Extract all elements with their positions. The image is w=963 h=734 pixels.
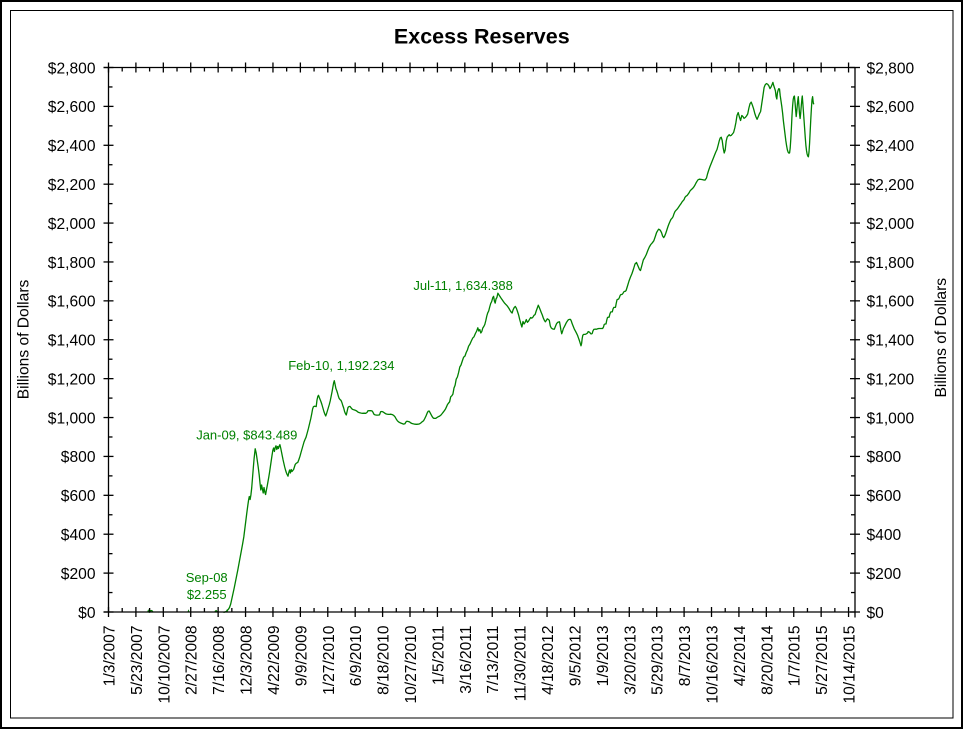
svg-text:$2,400: $2,400	[867, 138, 915, 155]
svg-text:Jan-09, $843.489: Jan-09, $843.489	[196, 427, 297, 442]
svg-text:$1,600: $1,600	[867, 294, 915, 311]
svg-text:6/9/2010: 6/9/2010	[348, 625, 365, 686]
svg-text:1/3/2007: 1/3/2007	[102, 626, 119, 687]
svg-text:$1,400: $1,400	[48, 333, 96, 350]
svg-text:4/22/2009: 4/22/2009	[266, 626, 283, 695]
svg-text:Billions of Dollars: Billions of Dollars	[933, 278, 950, 398]
svg-text:$200: $200	[61, 566, 96, 583]
svg-text:$0: $0	[867, 605, 885, 622]
svg-text:5/27/2015: 5/27/2015	[814, 625, 831, 695]
svg-text:9/5/2012: 9/5/2012	[567, 626, 584, 687]
svg-text:1/5/2011: 1/5/2011	[430, 626, 447, 686]
svg-text:$400: $400	[61, 527, 96, 544]
svg-text:$2,400: $2,400	[48, 138, 96, 155]
svg-text:9/9/2009: 9/9/2009	[293, 626, 310, 687]
svg-text:5/29/2013: 5/29/2013	[650, 626, 667, 695]
svg-text:$1,200: $1,200	[867, 371, 915, 388]
svg-text:1/27/2010: 1/27/2010	[321, 625, 338, 695]
svg-text:7/13/2011: 7/13/2011	[485, 626, 502, 694]
svg-text:$0: $0	[78, 605, 96, 622]
svg-text:$2.255: $2.255	[187, 587, 227, 602]
svg-text:$600: $600	[61, 488, 96, 505]
svg-text:$1,000: $1,000	[867, 410, 915, 427]
svg-text:10/16/2013: 10/16/2013	[705, 626, 722, 704]
svg-text:4/2/2014: 4/2/2014	[732, 625, 749, 686]
svg-text:Billions of Dollars: Billions of Dollars	[15, 280, 32, 400]
svg-text:$1,400: $1,400	[867, 333, 915, 350]
svg-text:5/23/2007: 5/23/2007	[129, 626, 146, 695]
svg-text:$600: $600	[867, 488, 902, 505]
svg-text:$1,000: $1,000	[48, 410, 96, 427]
svg-text:Jul-11, 1,634.388: Jul-11, 1,634.388	[413, 278, 513, 293]
svg-text:Feb-10, 1,192.234: Feb-10, 1,192.234	[288, 358, 394, 373]
svg-text:$2,200: $2,200	[867, 177, 915, 194]
svg-text:$2,600: $2,600	[48, 99, 96, 116]
svg-text:8/18/2010: 8/18/2010	[376, 625, 393, 695]
svg-text:12/3/2008: 12/3/2008	[239, 626, 256, 695]
svg-text:$1,200: $1,200	[48, 371, 96, 388]
svg-text:8/7/2013: 8/7/2013	[677, 626, 694, 687]
svg-text:8/20/2014: 8/20/2014	[759, 625, 776, 695]
svg-text:1/7/2015: 1/7/2015	[787, 625, 804, 686]
svg-text:$800: $800	[867, 449, 902, 466]
svg-text:7/16/2008: 7/16/2008	[211, 626, 228, 695]
svg-text:$2,000: $2,000	[48, 216, 96, 233]
svg-text:$1,800: $1,800	[867, 255, 915, 272]
svg-text:11/30/2011: 11/30/2011	[513, 626, 530, 702]
svg-text:$200: $200	[867, 566, 902, 583]
svg-text:10/14/2015: 10/14/2015	[842, 625, 859, 703]
svg-text:$1,800: $1,800	[48, 255, 96, 272]
svg-text:$800: $800	[61, 449, 96, 466]
svg-text:4/18/2012: 4/18/2012	[540, 626, 557, 695]
svg-text:3/20/2013: 3/20/2013	[622, 626, 639, 695]
svg-text:10/27/2010: 10/27/2010	[403, 625, 420, 703]
svg-text:$400: $400	[867, 527, 902, 544]
svg-text:Excess Reserves: Excess Reserves	[394, 25, 570, 49]
svg-text:2/27/2008: 2/27/2008	[184, 626, 201, 695]
svg-text:10/10/2007: 10/10/2007	[156, 626, 173, 704]
svg-text:$1,600: $1,600	[48, 294, 96, 311]
svg-text:$2,800: $2,800	[867, 60, 915, 77]
svg-text:1/9/2013: 1/9/2013	[595, 626, 612, 687]
svg-text:3/16/2011: 3/16/2011	[458, 626, 475, 694]
svg-text:$2,200: $2,200	[48, 177, 96, 194]
svg-text:$2,800: $2,800	[48, 60, 96, 77]
svg-text:$2,600: $2,600	[867, 99, 915, 116]
svg-text:$2,000: $2,000	[867, 216, 915, 233]
svg-text:Sep-08: Sep-08	[186, 570, 228, 585]
